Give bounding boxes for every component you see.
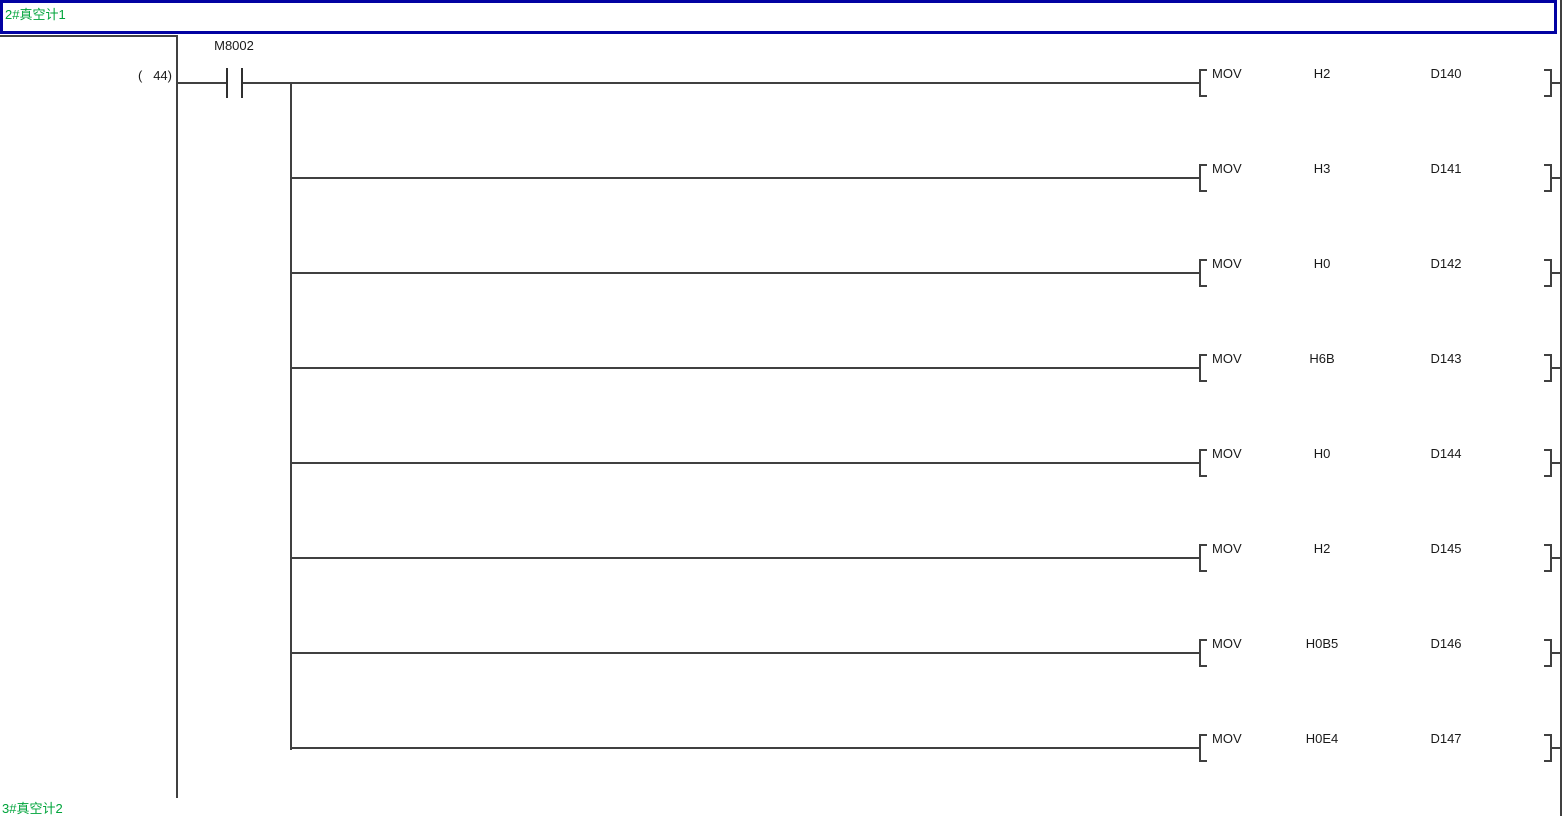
rung-line [290, 272, 1200, 274]
contact-device-label: M8002 [214, 38, 254, 53]
open-bracket-icon [1199, 164, 1207, 192]
instruction-dest-operand[interactable]: D147 [1430, 731, 1462, 746]
next-statement-text[interactable]: 3#真空计2 [2, 801, 63, 816]
instruction-opcode[interactable]: MOV [1212, 541, 1242, 556]
rail-connector-line [1551, 177, 1561, 179]
instruction-opcode[interactable]: MOV [1212, 446, 1242, 461]
contact-icon [226, 68, 228, 98]
contact-icon [241, 68, 243, 98]
open-bracket-icon [1199, 69, 1207, 97]
rail-connector-line [1551, 747, 1561, 749]
instruction-source-operand[interactable]: H3 [1313, 161, 1331, 176]
rung-line [243, 82, 1200, 84]
right-power-rail [1560, 0, 1562, 816]
branch-vertical-line [290, 82, 292, 750]
instruction-source-operand[interactable]: H2 [1313, 66, 1331, 81]
statement-text[interactable]: 2#真空计1 [5, 7, 66, 22]
rung-line [290, 462, 1200, 464]
rail-connector-line [1551, 82, 1561, 84]
open-bracket-icon [1199, 734, 1207, 762]
instruction-source-operand[interactable]: H6B [1309, 351, 1335, 366]
instruction-source-operand[interactable]: H0E4 [1305, 731, 1339, 746]
rail-connector-line [1551, 272, 1561, 274]
rung-line [177, 82, 226, 84]
instruction-source-operand[interactable]: H0 [1313, 446, 1331, 461]
rung-line [290, 557, 1200, 559]
instruction-source-operand[interactable]: H2 [1313, 541, 1331, 556]
instruction-dest-operand[interactable]: D140 [1430, 66, 1462, 81]
rail-connector-line [1551, 462, 1561, 464]
rung-line [290, 367, 1200, 369]
open-bracket-icon [1199, 449, 1207, 477]
rung-line [290, 747, 1200, 749]
instruction-opcode[interactable]: MOV [1212, 351, 1242, 366]
instruction-opcode[interactable]: MOV [1212, 731, 1242, 746]
open-bracket-icon [1199, 639, 1207, 667]
instruction-dest-operand[interactable]: D142 [1430, 256, 1462, 271]
instruction-dest-operand[interactable]: D146 [1430, 636, 1462, 651]
instruction-dest-operand[interactable]: D143 [1430, 351, 1462, 366]
rail-connector-line [1551, 652, 1561, 654]
open-bracket-icon [1199, 544, 1207, 572]
instruction-opcode[interactable]: MOV [1212, 256, 1242, 271]
instruction-opcode[interactable]: MOV [1212, 161, 1242, 176]
instruction-source-operand[interactable]: H0 [1313, 256, 1331, 271]
instruction-dest-operand[interactable]: D141 [1430, 161, 1462, 176]
instruction-dest-operand[interactable]: D145 [1430, 541, 1462, 556]
instruction-opcode[interactable]: MOV [1212, 636, 1242, 651]
open-bracket-icon [1199, 354, 1207, 382]
rung-line [290, 177, 1200, 179]
statement-box[interactable]: 2#真空计1 [0, 0, 1557, 34]
rung-line [290, 652, 1200, 654]
rail-connector-line [1551, 557, 1561, 559]
instruction-opcode[interactable]: MOV [1212, 66, 1242, 81]
rung-top-line [0, 35, 178, 37]
left-power-rail [176, 35, 178, 798]
open-bracket-icon [1199, 259, 1207, 287]
instruction-source-operand[interactable]: H0B5 [1305, 636, 1339, 651]
instruction-dest-operand[interactable]: D144 [1430, 446, 1462, 461]
step-number: ( 44) [138, 68, 172, 83]
rail-connector-line [1551, 367, 1561, 369]
